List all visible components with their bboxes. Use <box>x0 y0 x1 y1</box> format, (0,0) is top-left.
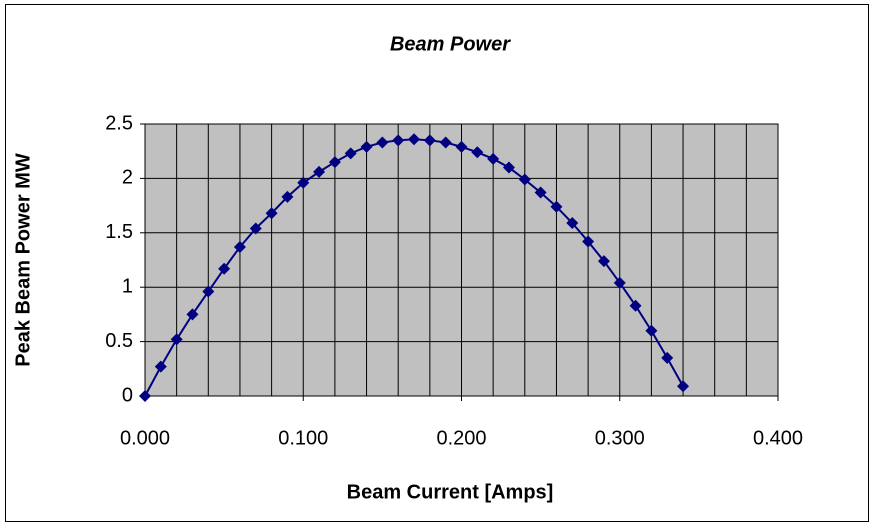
data-point <box>439 136 452 149</box>
data-point <box>613 276 626 289</box>
data-point <box>186 308 199 321</box>
data-point <box>265 207 278 220</box>
data-point <box>677 380 690 393</box>
data-point <box>518 173 531 186</box>
data-point <box>629 299 642 312</box>
data-point <box>661 351 674 364</box>
data-point <box>360 140 373 153</box>
data-point <box>645 324 658 337</box>
y-tick-label: 1.5 <box>105 221 133 243</box>
data-point <box>502 161 515 174</box>
y-tick-label: 0.5 <box>105 330 133 352</box>
data-point <box>392 134 405 147</box>
data-point <box>249 222 262 235</box>
data-point <box>550 200 563 213</box>
data-point <box>154 360 167 373</box>
x-axis-label: Beam Current [Amps] <box>347 481 554 503</box>
data-point <box>455 140 468 153</box>
y-tick-label: 0 <box>122 384 133 406</box>
data-point <box>313 165 326 178</box>
x-tick-label: 0.000 <box>120 427 170 449</box>
data-point <box>233 240 246 253</box>
x-tick-label: 0.100 <box>278 427 328 449</box>
chart-title: Beam Power <box>390 33 511 55</box>
data-point <box>408 133 421 146</box>
x-tick-label: 0.400 <box>753 427 803 449</box>
y-axis-label: Peak Beam Power MW <box>12 153 34 367</box>
data-point <box>376 136 389 149</box>
data-point <box>139 390 151 402</box>
y-tick-label: 2 <box>122 167 133 189</box>
data-point <box>281 190 294 203</box>
y-tick-label: 1 <box>122 275 133 297</box>
data-point <box>218 262 231 275</box>
data-point <box>344 147 357 160</box>
data-point <box>582 235 595 248</box>
data-point <box>487 152 500 165</box>
data-point <box>328 156 341 169</box>
data-point <box>534 186 547 199</box>
data-point <box>423 134 436 147</box>
data-point <box>170 333 183 346</box>
y-tick-label: 2.5 <box>105 112 133 134</box>
plot-border <box>144 123 779 397</box>
data-point <box>471 146 484 159</box>
x-tick-label: 0.300 <box>595 427 645 449</box>
data-point <box>566 217 579 230</box>
x-tick-label: 0.200 <box>436 427 486 449</box>
data-point <box>202 285 215 298</box>
data-point <box>597 255 610 268</box>
data-point <box>297 176 310 189</box>
